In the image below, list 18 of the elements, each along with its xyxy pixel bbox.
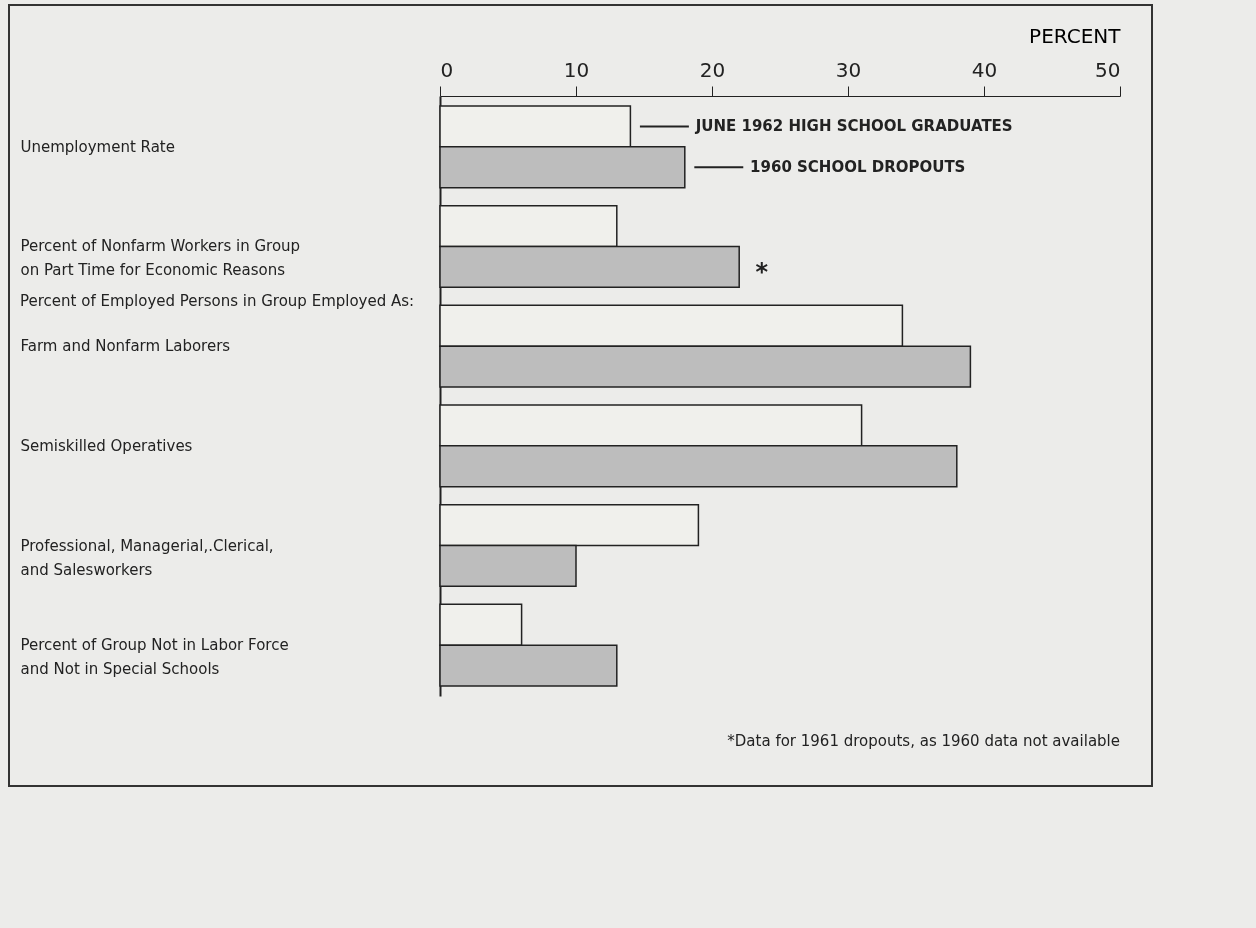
y-tick-label: Farm and Nonfarm Laborers	[20, 337, 231, 356]
x-tick-label: 50	[1095, 57, 1121, 82]
x-axis-title: PERCENT	[1029, 23, 1122, 48]
annotation: *	[755, 257, 769, 286]
x-tick-label: 20	[699, 57, 726, 82]
text: *Data for 1961 dropouts, as 1960 data not available	[727, 732, 1120, 750]
legend-label: JUNE 1962 HIGH SCHOOL GRADUATES	[694, 117, 1013, 136]
x-tick-label: 0	[440, 57, 454, 82]
y-tick-label: Professional, Managerial,.Clerical, and Salesworkers	[20, 536, 274, 579]
text: Percent of Employed Persons in Group Employed As:	[20, 292, 415, 310]
y-tick-label: Semiskilled Operatives	[20, 436, 193, 455]
legend-label: 1960 SCHOOL DROPOUTS	[750, 158, 966, 177]
y-tick-label: Percent of Nonfarm Workers in Group on Part Time for Economic Reasons	[20, 237, 301, 280]
x-tick-label: 30	[835, 57, 862, 82]
y-tick-label: Unemployment Rate	[20, 137, 175, 156]
y-tick-label: Percent of Group Not in Labor Force and Not in Special Schools	[20, 636, 289, 679]
x-tick-label: 40	[971, 57, 998, 82]
x-tick-label: 10	[563, 57, 590, 82]
